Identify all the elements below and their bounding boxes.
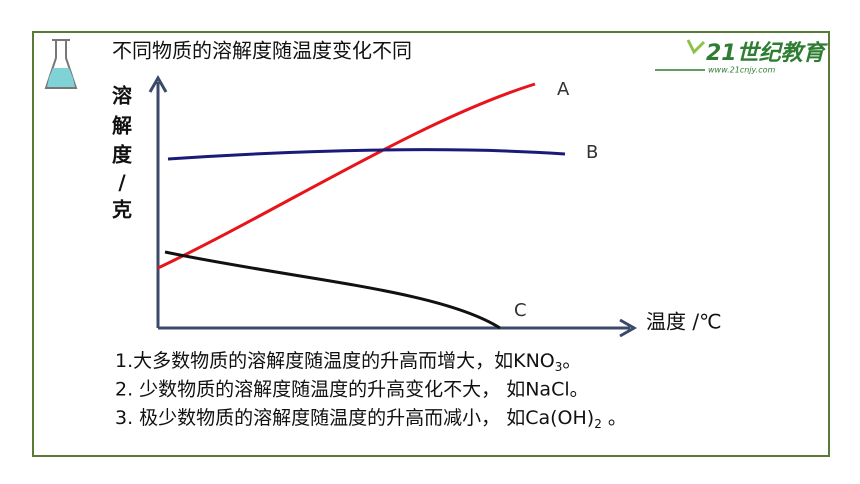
y-label-char: 解: [112, 114, 132, 138]
curve-label: C: [514, 300, 527, 321]
notes: 1.大多数物质的溶解度随温度的升高而增大，如KNO3。2. 少数物质的溶解度随温…: [115, 350, 627, 431]
curve-c: [164, 250, 501, 330]
note-text: 2. 少数物质的溶解度随温度的升高变化不大， 如NaCl。: [115, 378, 589, 400]
y-label-char: 度: [112, 143, 133, 167]
subscript: 3: [555, 360, 563, 374]
y-label: 溶解度 / 克: [112, 84, 133, 222]
logo: 21世纪教育 www.21cnjy.com: [655, 39, 829, 75]
subscript: 2: [594, 417, 602, 431]
note-end: 。: [562, 350, 581, 372]
title: 不同物质的溶解度随温度变化不同: [112, 39, 412, 63]
axes: [148, 74, 638, 338]
curve-label: A: [557, 79, 570, 100]
curve-b: [167, 148, 566, 161]
logo-url: www.21cnjy.com: [708, 66, 775, 75]
note: 1.大多数物质的溶解度随温度的升高而增大，如KNO3。: [115, 350, 581, 374]
note: 2. 少数物质的溶解度随温度的升高变化不大， 如NaCl。: [115, 378, 589, 400]
y-label-char: 克: [112, 198, 132, 222]
logo-text: 21世纪教育: [706, 40, 829, 66]
x-label: 温度 /℃: [646, 310, 722, 334]
flask-icon: [44, 39, 78, 89]
curve-a: [157, 82, 536, 270]
curve-label: B: [586, 142, 598, 163]
note-text: 3. 极少数物质的溶解度随温度的升高而减小， 如Ca(OH): [115, 407, 594, 429]
y-label-char: 溶: [112, 84, 132, 108]
note: 3. 极少数物质的溶解度随温度的升高而减小， 如Ca(OH)2 。: [115, 407, 627, 431]
note-text: 1.大多数物质的溶解度随温度的升高而增大，如KNO: [115, 350, 555, 372]
y-label-char: /: [118, 171, 126, 195]
frame: [32, 31, 830, 457]
note-end: 。: [602, 407, 627, 429]
